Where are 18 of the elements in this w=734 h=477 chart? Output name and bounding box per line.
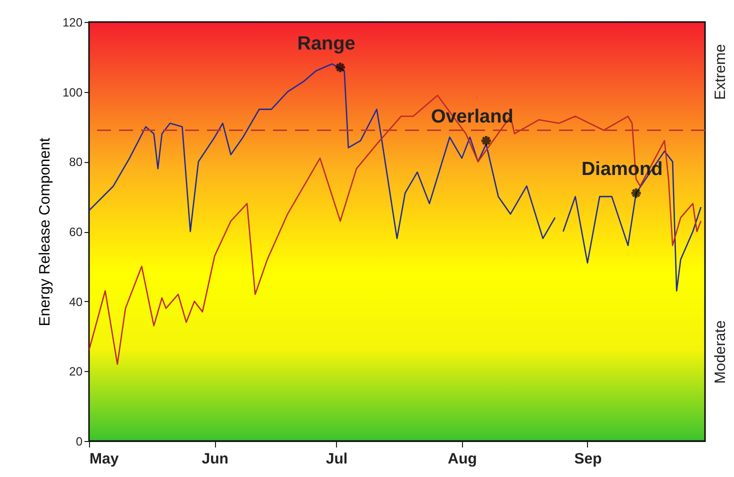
x-tick-label: May bbox=[90, 450, 120, 468]
annotation: Overland bbox=[430, 106, 514, 128]
text: Extreme bbox=[712, 44, 729, 100]
y-tick-label: 100 bbox=[62, 85, 83, 100]
y-tick-label: 20 bbox=[69, 364, 83, 379]
y-tick-label: 80 bbox=[69, 155, 83, 170]
text: Moderate bbox=[712, 320, 729, 384]
y-tick-label: 0 bbox=[76, 434, 83, 448]
y-tick-label: 60 bbox=[69, 225, 83, 239]
y-axis-title: Energy Release Component bbox=[36, 136, 54, 326]
x-tick-label: Aug bbox=[448, 450, 477, 468]
y-tick-label: 40 bbox=[69, 294, 83, 309]
x-tick-label: Jul bbox=[326, 450, 348, 468]
annotation: Range bbox=[297, 33, 356, 54]
line-series bbox=[89, 94, 702, 365]
x-tick-label: Sep bbox=[574, 450, 602, 468]
x-tick-label: Jun bbox=[202, 450, 228, 468]
y-tick-label: 120 bbox=[62, 16, 83, 30]
